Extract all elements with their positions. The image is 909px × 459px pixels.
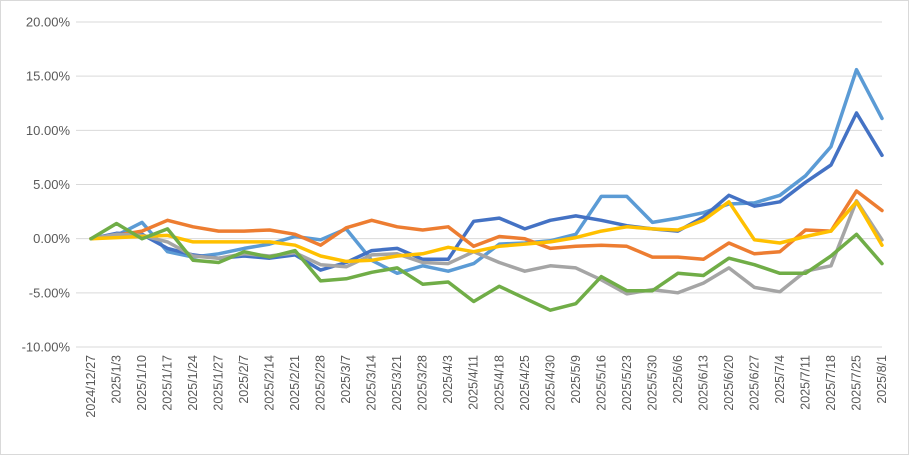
x-tick-label: 2025/4/30 (543, 355, 557, 411)
y-tick-label: -5.00% (29, 285, 71, 300)
x-tick-label: 2025/2/7 (237, 355, 251, 404)
x-tick-label: 2025/6/20 (722, 355, 736, 411)
x-tick-label: 2025/7/4 (773, 355, 787, 404)
x-axis-tick-labels: 2024/12/27 2025/1/3 2025/1/10 2025/1/17 2025… (84, 355, 889, 418)
x-tick-label: 2025/7/25 (849, 355, 863, 411)
gridlines (76, 21, 882, 348)
x-tick-label: 2025/5/30 (645, 355, 659, 411)
x-tick-label: 2024/12/27 (84, 355, 98, 418)
y-axis-tick-labels: -10.00% -5.00% 0.00% 5.00% 10.00% 15.00% 20.00… (22, 15, 71, 355)
x-tick-label: 2025/5/23 (620, 355, 634, 411)
x-tick-label: 2025/2/14 (263, 355, 277, 411)
x-tick-label: 2025/5/16 (594, 355, 608, 411)
x-tick-label: 2025/4/25 (518, 355, 532, 411)
x-tick-label: 2025/1/27 (212, 355, 226, 411)
x-tick-label: 2025/8/1 (875, 355, 889, 404)
series-lines (89, 67, 884, 312)
x-tick-label: 2025/3/7 (339, 355, 353, 404)
x-tick-label: 2025/1/10 (135, 355, 149, 411)
x-tick-label: 2025/6/6 (671, 355, 685, 404)
y-tick-label: 5.00% (33, 177, 70, 192)
x-tick-label: 2025/5/9 (569, 355, 583, 404)
x-tick-label: 2025/4/11 (467, 355, 481, 410)
series-line-4 (89, 199, 884, 296)
y-tick-label: -10.00% (22, 340, 71, 355)
x-tick-label: 2025/3/28 (416, 355, 430, 411)
x-tick-label: 2025/2/28 (314, 355, 328, 411)
series-line-3 (89, 189, 884, 262)
x-tick-label: 2025/2/21 (288, 355, 302, 411)
x-tick-label: 2025/7/18 (824, 355, 838, 411)
x-tick-label: 2025/3/14 (365, 355, 379, 411)
x-tick-label: 2025/1/24 (186, 355, 200, 411)
y-tick-label: 15.00% (26, 69, 71, 84)
x-tick-label: 2025/6/27 (747, 355, 761, 411)
x-tick-label: 2025/1/17 (161, 355, 175, 411)
x-tick-label: 2025/4/18 (492, 355, 506, 411)
x-tick-label: 2025/6/13 (696, 355, 710, 411)
y-tick-label: 10.00% (26, 123, 71, 138)
y-tick-label: 20.00% (26, 15, 71, 30)
x-tick-label: 2025/3/21 (390, 355, 404, 411)
x-tick-label: 2025/4/3 (441, 355, 455, 404)
series-line-5 (89, 200, 884, 264)
x-tick-label: 2025/1/3 (110, 355, 124, 404)
series-line-6 (89, 221, 884, 312)
y-tick-label: 0.00% (33, 231, 70, 246)
series-line-2 (89, 111, 884, 272)
x-tick-label: 2025/7/11 (798, 355, 812, 410)
